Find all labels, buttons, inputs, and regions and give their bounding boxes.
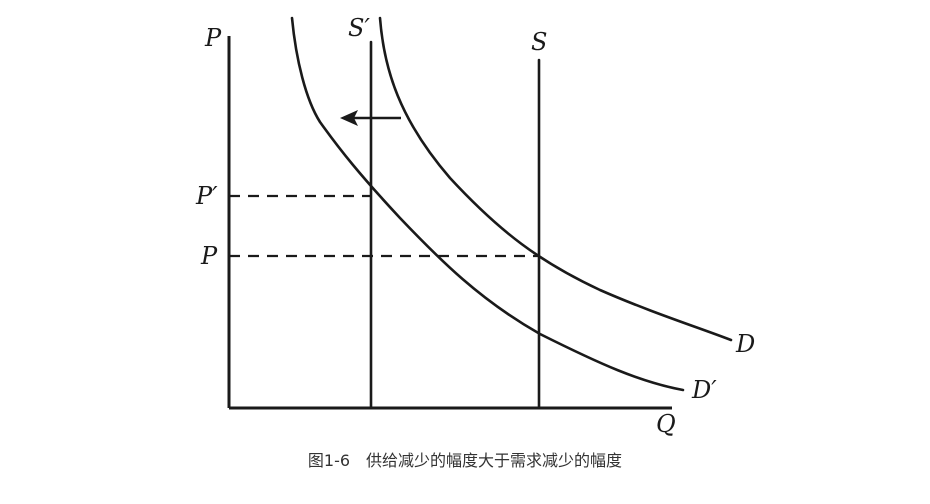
x-axis-label: Q: [656, 410, 676, 438]
price-old-label: P: [200, 242, 218, 270]
supply-new-label: S′: [348, 14, 370, 42]
price-new-label: P′: [195, 182, 218, 210]
demand-curve-new: [290, 16, 685, 392]
demand-new-label: D′: [691, 376, 717, 404]
demand-curve-old: [378, 16, 733, 342]
figure-caption: 图1-6 供给减少的幅度大于需求减少的幅度: [308, 451, 622, 470]
arrow-left-icon: [340, 110, 401, 126]
supply-old-label: S: [531, 28, 547, 56]
y-axis-label: P: [204, 24, 222, 52]
demand-old-label: D: [735, 330, 755, 358]
